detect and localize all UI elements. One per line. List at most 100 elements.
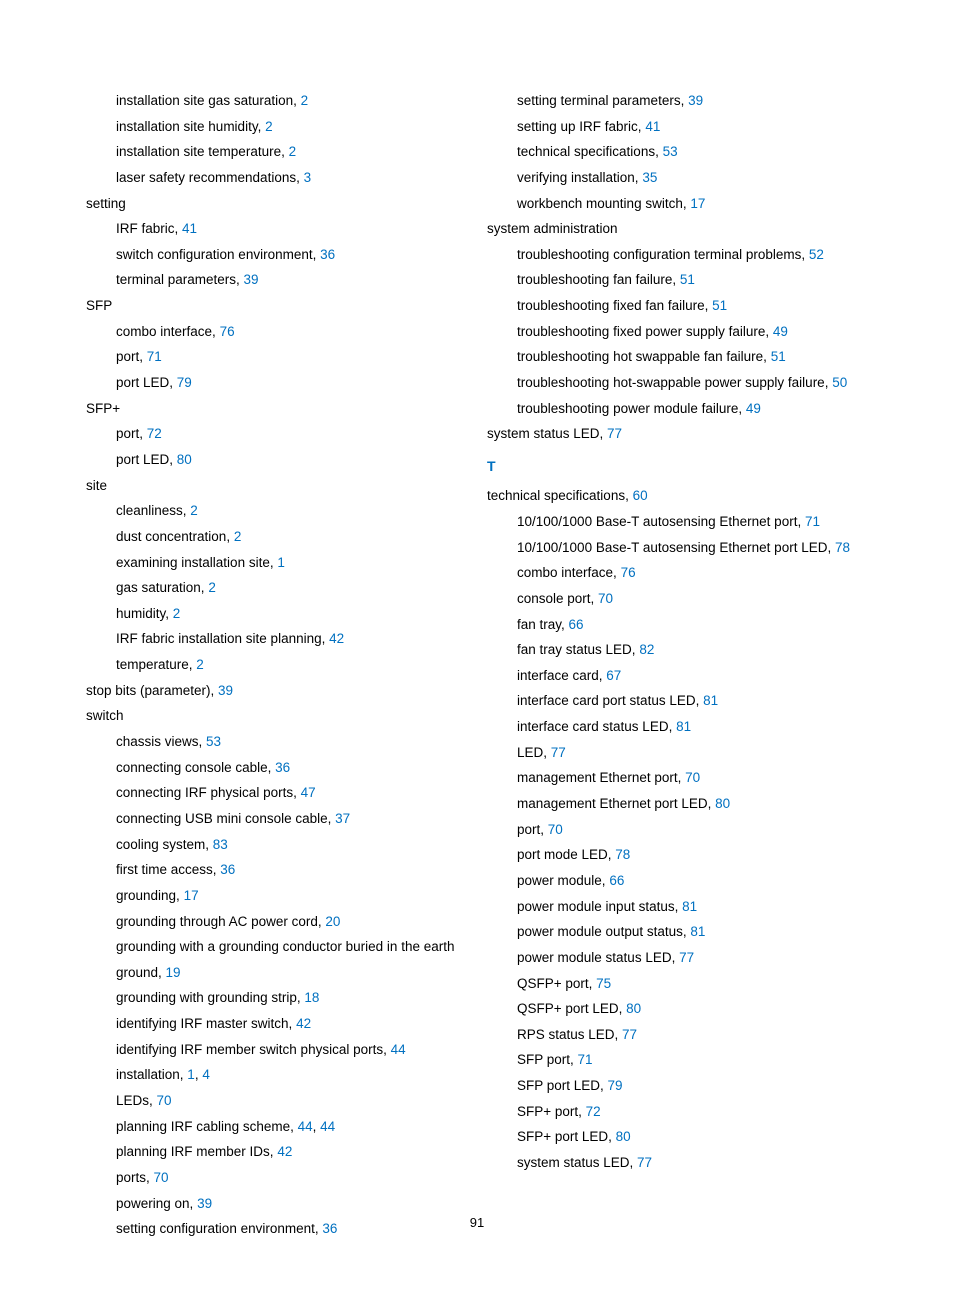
page-ref-link[interactable]: 76	[220, 324, 235, 339]
index-entry-text: SFP+ port,	[517, 1104, 586, 1119]
page-ref-link[interactable]: 78	[615, 847, 630, 862]
page-ref-link[interactable]: 42	[277, 1144, 292, 1159]
page-ref-link[interactable]: 71	[578, 1052, 593, 1067]
index-entry: identifying IRF master switch, 42	[86, 1011, 467, 1037]
page-ref-link[interactable]: 2	[208, 580, 216, 595]
page-ref-link[interactable]: 77	[607, 426, 622, 441]
page-ref-link[interactable]: 77	[679, 950, 694, 965]
page-ref-link[interactable]: 80	[715, 796, 730, 811]
page-ref-link[interactable]: 72	[586, 1104, 601, 1119]
page-ref-link[interactable]: 2	[289, 144, 297, 159]
page-ref-link[interactable]: 3	[304, 170, 312, 185]
page-ref-link[interactable]: 44	[298, 1119, 313, 1134]
page-ref-link[interactable]: 44	[320, 1119, 335, 1134]
page-ref-link[interactable]: 1	[277, 555, 285, 570]
index-entry: workbench mounting switch, 17	[487, 191, 868, 217]
page-ref-link[interactable]: 39	[244, 272, 259, 287]
page-ref-link[interactable]: 77	[637, 1155, 652, 1170]
page-ref-link[interactable]: 36	[220, 862, 235, 877]
page-ref-link[interactable]: 51	[771, 349, 786, 364]
page-ref-link[interactable]: 72	[147, 426, 162, 441]
page-ref-link[interactable]: 53	[663, 144, 678, 159]
page-ref-link[interactable]: 77	[551, 745, 566, 760]
page-ref-link[interactable]: 36	[320, 247, 335, 262]
page-ref-link[interactable]: 70	[548, 822, 563, 837]
index-entry: system administration	[487, 216, 868, 242]
page-ref-link[interactable]: 18	[304, 990, 319, 1005]
page-ref-link[interactable]: 70	[154, 1170, 169, 1185]
index-entry: temperature, 2	[86, 652, 467, 678]
page-ref-link[interactable]: 71	[805, 514, 820, 529]
page-ref-link[interactable]: 77	[622, 1027, 637, 1042]
page-ref-link[interactable]: 70	[157, 1093, 172, 1108]
page-ref-link[interactable]: 37	[335, 811, 350, 826]
page-ref-link[interactable]: 82	[639, 642, 654, 657]
page-ref-link[interactable]: 71	[147, 349, 162, 364]
index-entry: interface card status LED, 81	[487, 714, 868, 740]
page-ref-link[interactable]: 49	[773, 324, 788, 339]
page-ref-link[interactable]: 41	[645, 119, 660, 134]
page-ref-link[interactable]: 17	[184, 888, 199, 903]
page-ref-link[interactable]: 1	[187, 1067, 195, 1082]
page-ref-link[interactable]: 20	[325, 914, 340, 929]
index-entry-text: powering on,	[116, 1196, 197, 1211]
page-ref-link[interactable]: 39	[197, 1196, 212, 1211]
page-ref-link[interactable]: 35	[642, 170, 657, 185]
index-entry-text: port LED,	[116, 452, 177, 467]
page-ref-link[interactable]: 2	[265, 119, 273, 134]
index-entry-text: temperature,	[116, 657, 196, 672]
page-ref-link[interactable]: 36	[275, 760, 290, 775]
page-ref-link[interactable]: 42	[296, 1016, 311, 1031]
index-entry-text: grounding through AC power cord,	[116, 914, 325, 929]
page-ref-link[interactable]: 2	[196, 657, 204, 672]
page-ref-link[interactable]: 66	[569, 617, 584, 632]
index-entry-text: port LED,	[116, 375, 177, 390]
page-ref-link[interactable]: 47	[301, 785, 316, 800]
page-ref-link[interactable]: 70	[598, 591, 613, 606]
page-ref-link[interactable]: 78	[835, 540, 850, 555]
page-ref-link[interactable]: 2	[301, 93, 309, 108]
page-ref-link[interactable]: 67	[606, 668, 621, 683]
page-ref-link[interactable]: 83	[213, 837, 228, 852]
page-ref-link[interactable]: 79	[608, 1078, 623, 1093]
page-ref-link[interactable]: 17	[690, 196, 705, 211]
page-ref-link[interactable]: 42	[329, 631, 344, 646]
page-ref-link[interactable]: 81	[682, 899, 697, 914]
page-ref-link[interactable]: 39	[688, 93, 703, 108]
index-entry: connecting console cable, 36	[86, 755, 467, 781]
page-ref-link[interactable]: 50	[832, 375, 847, 390]
page-ref-link[interactable]: 51	[680, 272, 695, 287]
index-entry-text: management Ethernet port,	[517, 770, 685, 785]
page-ref-link[interactable]: 81	[690, 924, 705, 939]
page-ref-link[interactable]: 2	[190, 503, 198, 518]
index-entry-text: setting terminal parameters,	[517, 93, 688, 108]
page-ref-link[interactable]: 39	[218, 683, 233, 698]
page-ref-link[interactable]: 19	[166, 965, 181, 980]
page-ref-link[interactable]: 52	[809, 247, 824, 262]
index-entry: terminal parameters, 39	[86, 267, 467, 293]
page-ref-link[interactable]: 80	[616, 1129, 631, 1144]
page-ref-link[interactable]: 2	[234, 529, 242, 544]
page-ref-link[interactable]: 75	[596, 976, 611, 991]
page-ref-link[interactable]: 44	[391, 1042, 406, 1057]
page-ref-link[interactable]: 51	[712, 298, 727, 313]
page-ref-link[interactable]: 81	[676, 719, 691, 734]
page-ref-link[interactable]: 49	[746, 401, 761, 416]
index-entry-text: port,	[517, 822, 548, 837]
page-ref-link[interactable]: 66	[609, 873, 624, 888]
index-entry-text: system status LED,	[517, 1155, 637, 1170]
page-ref-link[interactable]: 70	[685, 770, 700, 785]
index-entry: installation site temperature, 2	[86, 139, 467, 165]
page-ref-link[interactable]: 53	[206, 734, 221, 749]
page-ref-link[interactable]: 4	[202, 1067, 210, 1082]
page-ref-link[interactable]: 41	[182, 221, 197, 236]
page-ref-link[interactable]: 81	[703, 693, 718, 708]
index-entry: 10/100/1000 Base-T autosensing Ethernet …	[487, 509, 868, 535]
page-ref-link[interactable]: 79	[177, 375, 192, 390]
page-ref-link[interactable]: 60	[633, 488, 648, 503]
page-ref-link[interactable]: 2	[173, 606, 181, 621]
index-entry: power module output status, 81	[487, 919, 868, 945]
page-ref-link[interactable]: 80	[626, 1001, 641, 1016]
page-ref-link[interactable]: 76	[621, 565, 636, 580]
page-ref-link[interactable]: 80	[177, 452, 192, 467]
